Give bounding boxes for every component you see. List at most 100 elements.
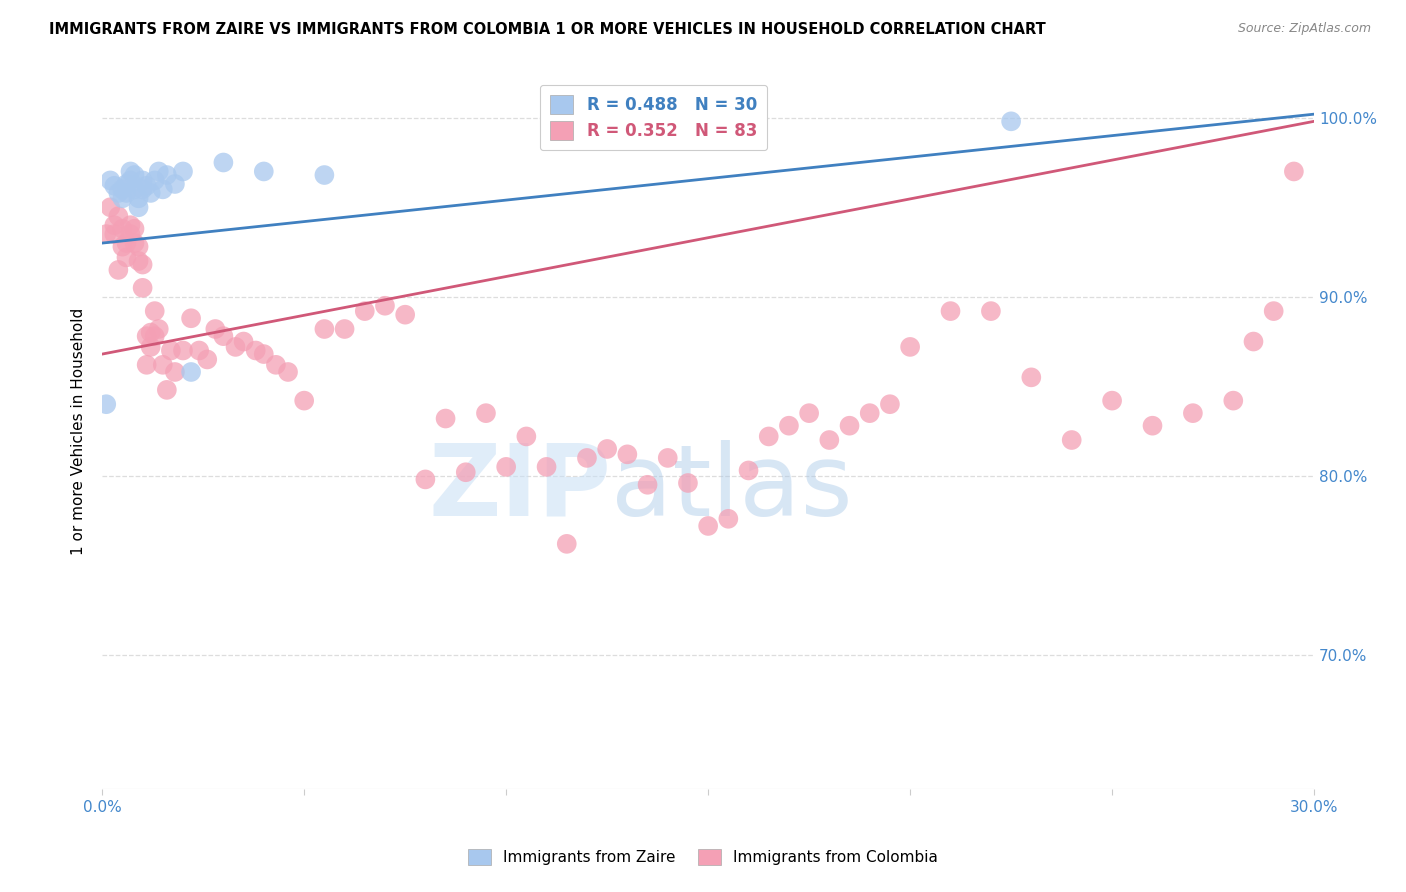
Point bbox=[115, 177, 138, 191]
Point bbox=[156, 168, 179, 182]
Point bbox=[1101, 393, 1123, 408]
Point bbox=[898, 340, 921, 354]
Point bbox=[143, 304, 166, 318]
Point bbox=[394, 308, 416, 322]
Point bbox=[111, 221, 134, 235]
Point bbox=[657, 450, 679, 465]
Point bbox=[96, 397, 118, 411]
Point bbox=[1142, 418, 1164, 433]
Point bbox=[212, 329, 235, 343]
Point bbox=[797, 406, 820, 420]
Point bbox=[1060, 433, 1083, 447]
Point bbox=[172, 343, 194, 358]
Point bbox=[107, 263, 129, 277]
Point bbox=[148, 164, 170, 178]
Point bbox=[758, 429, 780, 443]
Point bbox=[143, 173, 166, 187]
Point bbox=[980, 304, 1002, 318]
Point bbox=[495, 459, 517, 474]
Point bbox=[778, 418, 800, 433]
Point bbox=[124, 182, 146, 196]
Point bbox=[124, 168, 146, 182]
Point bbox=[139, 186, 162, 200]
Point bbox=[103, 178, 125, 193]
Point bbox=[135, 178, 157, 193]
Point bbox=[180, 365, 202, 379]
Text: IMMIGRANTS FROM ZAIRE VS IMMIGRANTS FROM COLOMBIA 1 OR MORE VEHICLES IN HOUSEHOL: IMMIGRANTS FROM ZAIRE VS IMMIGRANTS FROM… bbox=[49, 22, 1046, 37]
Point bbox=[314, 322, 336, 336]
Point bbox=[188, 343, 211, 358]
Point bbox=[124, 235, 146, 250]
Point bbox=[1222, 393, 1244, 408]
Point bbox=[115, 251, 138, 265]
Point bbox=[135, 358, 157, 372]
Point bbox=[107, 186, 129, 200]
Point bbox=[475, 406, 498, 420]
Point bbox=[596, 442, 619, 456]
Text: atlas: atlas bbox=[612, 440, 853, 537]
Point bbox=[128, 191, 150, 205]
Point bbox=[277, 365, 299, 379]
Point bbox=[637, 477, 659, 491]
Point bbox=[616, 447, 638, 461]
Point bbox=[111, 182, 134, 196]
Point bbox=[232, 334, 254, 349]
Point bbox=[1021, 370, 1043, 384]
Point bbox=[163, 177, 186, 191]
Point bbox=[859, 406, 882, 420]
Point bbox=[515, 429, 537, 443]
Point bbox=[415, 472, 437, 486]
Point bbox=[879, 397, 901, 411]
Point bbox=[253, 347, 276, 361]
Point bbox=[120, 227, 142, 241]
Point bbox=[737, 463, 759, 477]
Legend: R = 0.488   N = 30, R = 0.352   N = 83: R = 0.488 N = 30, R = 0.352 N = 83 bbox=[540, 85, 768, 150]
Point bbox=[98, 200, 121, 214]
Point bbox=[96, 227, 118, 241]
Point bbox=[818, 433, 841, 447]
Point bbox=[454, 465, 477, 479]
Point bbox=[128, 200, 150, 214]
Point bbox=[1282, 164, 1305, 178]
Point bbox=[353, 304, 375, 318]
Point bbox=[139, 326, 162, 340]
Point bbox=[135, 329, 157, 343]
Point bbox=[434, 411, 457, 425]
Point bbox=[156, 383, 179, 397]
Point bbox=[333, 322, 356, 336]
Point bbox=[131, 281, 153, 295]
Point bbox=[939, 304, 962, 318]
Point bbox=[152, 182, 174, 196]
Point bbox=[575, 450, 598, 465]
Point bbox=[195, 352, 218, 367]
Point bbox=[111, 191, 134, 205]
Point bbox=[212, 155, 235, 169]
Point bbox=[536, 459, 558, 474]
Point bbox=[128, 254, 150, 268]
Point bbox=[374, 299, 396, 313]
Point bbox=[1000, 114, 1022, 128]
Point bbox=[676, 475, 699, 490]
Point bbox=[555, 537, 578, 551]
Point bbox=[1263, 304, 1285, 318]
Point bbox=[98, 173, 121, 187]
Point bbox=[115, 186, 138, 200]
Text: ZIP: ZIP bbox=[429, 440, 612, 537]
Point bbox=[131, 173, 153, 187]
Point bbox=[107, 209, 129, 223]
Point bbox=[120, 218, 142, 232]
Text: Source: ZipAtlas.com: Source: ZipAtlas.com bbox=[1237, 22, 1371, 36]
Point bbox=[717, 512, 740, 526]
Point bbox=[264, 358, 287, 372]
Point bbox=[131, 258, 153, 272]
Point bbox=[115, 235, 138, 250]
Point bbox=[139, 340, 162, 354]
Point bbox=[152, 358, 174, 372]
Point bbox=[120, 173, 142, 187]
Legend: Immigrants from Zaire, Immigrants from Colombia: Immigrants from Zaire, Immigrants from C… bbox=[461, 843, 945, 871]
Point bbox=[111, 240, 134, 254]
Point bbox=[128, 240, 150, 254]
Point bbox=[245, 343, 267, 358]
Point bbox=[103, 218, 125, 232]
Point bbox=[697, 519, 720, 533]
